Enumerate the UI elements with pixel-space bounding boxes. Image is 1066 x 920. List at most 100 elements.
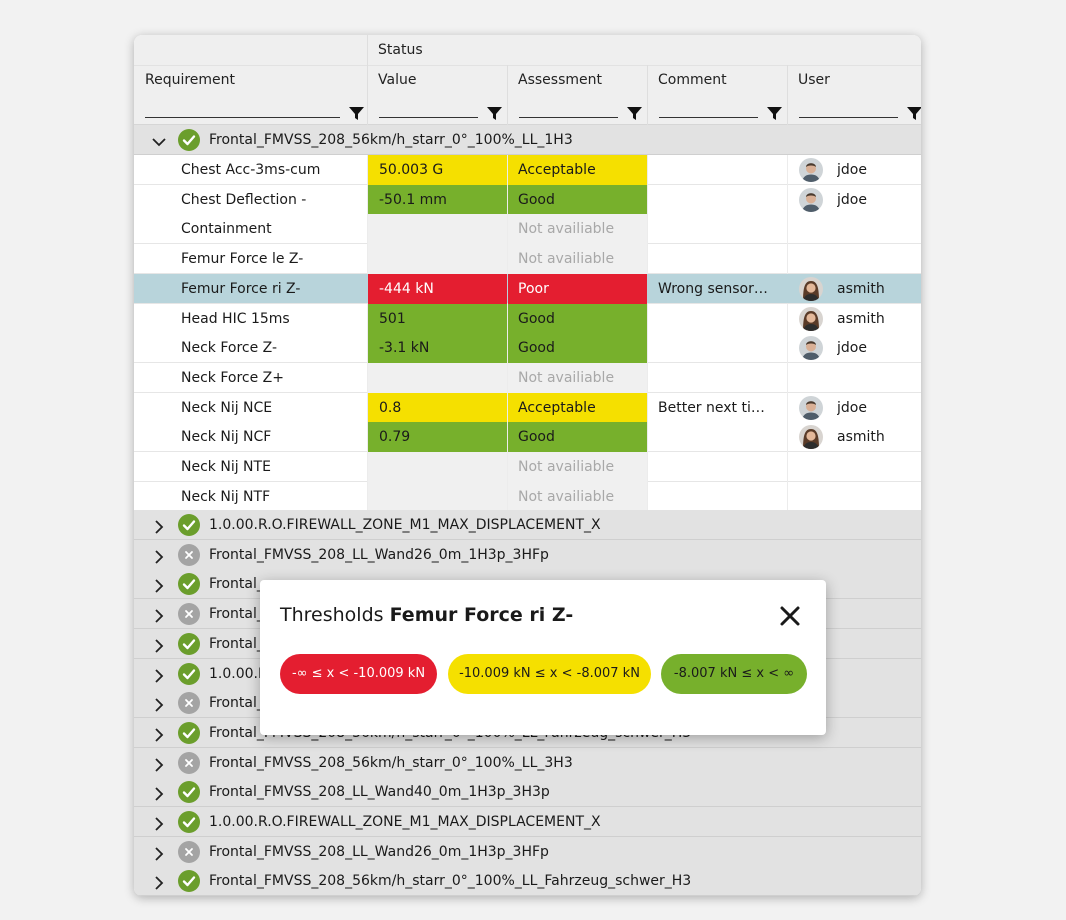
assessment-cell: Not availiable (508, 244, 647, 275)
dialog-title-subject: Femur Force ri Z- (389, 604, 574, 626)
chevron-right-icon[interactable] (152, 638, 166, 653)
dialog-title-prefix: Thresholds (280, 604, 384, 626)
group-row[interactable]: Frontal_FMVSS_208_56km/h_starr_0°_100%_L… (134, 125, 921, 155)
x-circle-icon (178, 751, 200, 774)
check-circle-icon (178, 870, 200, 893)
column-header-row: Requirement Value Assessment Comment Use… (134, 65, 921, 95)
filter-funnel-icon[interactable] (487, 105, 502, 120)
requirement-row[interactable]: Neck Nij NCF 0.79 Good asmith (134, 422, 921, 453)
group-name: Frontal_FMVSS_208_LL_Wand40_0m_1H3p_3H3p (209, 784, 550, 801)
chevron-right-icon[interactable] (152, 608, 166, 623)
requirement-name: Containment (181, 221, 272, 238)
check-circle-icon (178, 721, 200, 744)
value-cell (368, 214, 507, 245)
chevron-right-icon[interactable] (152, 816, 166, 831)
comment-cell (648, 422, 787, 452)
requirement-name: Chest Acc-3ms-cum (181, 162, 321, 178)
comment-cell (648, 363, 787, 393)
requirement-column-header[interactable]: Requirement (145, 72, 236, 88)
chevron-right-icon[interactable] (152, 519, 166, 534)
assessment-cell: Not availiable (508, 214, 647, 245)
chevron-right-icon[interactable] (152, 668, 166, 683)
requirement-name: Neck Nij NCF (181, 429, 272, 446)
chevron-right-icon[interactable] (152, 846, 166, 861)
user-name: asmith (837, 429, 885, 446)
requirement-name: Neck Nij NCE (181, 399, 273, 416)
chevron-right-icon[interactable] (152, 549, 166, 564)
requirement-row[interactable]: Neck Nij NTF Not availiable (134, 481, 921, 512)
group-row[interactable]: 1.0.00.R.O.FIREWALL_ZONE_M1_MAX_DISPLACE… (134, 510, 921, 540)
requirement-name: Femur Force ri Z- (181, 280, 301, 297)
requirement-row[interactable]: Femur Force ri Z- -444 kN Poor Wrong sensor… (134, 273, 921, 304)
assessment-cell: Acceptable (508, 155, 647, 185)
user-avatar (799, 158, 823, 182)
user-name: asmith (837, 310, 885, 327)
filter-funnel-icon[interactable] (767, 105, 782, 120)
chevron-right-icon[interactable] (152, 757, 166, 772)
x-circle-icon (178, 692, 200, 715)
filter-row (134, 95, 921, 125)
group-row[interactable]: 1.0.00.R.O.FIREWALL_ZONE_M1_MAX_DISPLACE… (134, 807, 921, 837)
filter-funnel-icon[interactable] (627, 105, 642, 120)
group-row[interactable]: Frontal_FMVSS_208_56km/h_starr_0°_100%_L… (134, 866, 921, 896)
threshold-chip-poor: -∞ ≤ x < -10.009 kN (280, 654, 437, 694)
user-filter-input[interactable] (799, 117, 898, 118)
group-name: 1.0.00.R.O.FIREWALL_ZONE_M1_MAX_DISPLACE… (209, 814, 601, 830)
chevron-right-icon[interactable] (152, 697, 166, 712)
requirement-row[interactable]: Head HIC 15ms 501 Good asmith (134, 303, 921, 334)
requirement-row[interactable]: Neck Force Z- -3.1 kN Good jdoe (134, 333, 921, 364)
value-cell (368, 481, 507, 512)
group-row[interactable]: Frontal_FMVSS_208_LL_Wand40_0m_1H3p_3H3p (134, 777, 921, 808)
value-cell (368, 362, 507, 393)
filter-funnel-icon[interactable] (349, 105, 364, 120)
chevron-right-icon[interactable] (152, 578, 166, 594)
user-column-header[interactable]: User (798, 72, 830, 88)
assessment-cell: Poor (508, 273, 647, 304)
requirement-row[interactable]: Chest Acc-3ms-cum 50.003 G Acceptable jdoe (134, 155, 921, 185)
comment-filter-input[interactable] (659, 117, 758, 118)
thresholds-dialog: Thresholds Femur Force ri Z- -∞ ≤ x < -1… (260, 580, 826, 735)
chevron-right-icon[interactable] (152, 786, 166, 801)
check-circle-icon (178, 514, 200, 536)
close-icon[interactable] (778, 604, 802, 628)
requirement-filter-input[interactable] (145, 117, 340, 118)
chevron-right-icon[interactable] (152, 727, 166, 742)
group-name: 1.0.00.R (209, 665, 268, 682)
assessment-cell: Not availiable (508, 362, 647, 393)
chevron-right-icon[interactable] (152, 875, 166, 891)
threshold-chip-good: -8.007 kN ≤ x < ∞ (661, 654, 807, 694)
requirement-row[interactable]: Chest Deflection - -50.1 mm Good jdoe (134, 184, 921, 215)
assessment-column-header[interactable]: Assessment (518, 72, 602, 88)
user-avatar (799, 276, 823, 301)
assessment-filter-input[interactable] (519, 117, 618, 118)
user-avatar (799, 425, 823, 450)
value-cell: 0.8 (368, 392, 507, 423)
x-circle-icon (178, 840, 200, 863)
group-row[interactable]: Frontal_FMVSS_208_56km/h_starr_0°_100%_L… (134, 747, 921, 778)
requirement-row[interactable]: Neck Force Z+ Not availiable (134, 362, 921, 393)
group-name: Frontal_ (209, 576, 264, 593)
group-name: Frontal_ (209, 606, 264, 623)
group-row[interactable]: Frontal_FMVSS_208_LL_Wand26_0m_1H3p_3HFp (134, 539, 921, 570)
comment-cell: Better next ti… (658, 399, 765, 416)
chevron-down-icon[interactable] (152, 134, 166, 148)
requirement-name: Neck Nij NTE (181, 459, 271, 475)
comment-column-header[interactable]: Comment (658, 72, 727, 88)
requirement-name: Femur Force le Z- (181, 251, 304, 268)
requirement-row[interactable]: Femur Force le Z- Not availiable (134, 244, 921, 275)
value-filter-input[interactable] (379, 117, 478, 118)
group-row[interactable]: Frontal_FMVSS_208_LL_Wand26_0m_1H3p_3HFp (134, 836, 921, 867)
group-name: Frontal_FMVSS_208_LL_Wand26_0m_1H3p_3HFp (209, 546, 549, 563)
value-cell (368, 244, 507, 275)
comment-cell (648, 304, 787, 334)
requirement-row[interactable]: Neck Nij NTE Not availiable (134, 452, 921, 482)
requirement-row[interactable]: Neck Nij NCE 0.8 Acceptable Better next ti…… (134, 392, 921, 423)
filter-funnel-icon[interactable] (907, 105, 921, 120)
requirement-row[interactable]: Containment Not availiable (134, 214, 921, 245)
comment-cell (648, 333, 787, 363)
requirement-name: Neck Force Z+ (181, 369, 284, 386)
group-name: Frontal_FMVSS_208_LL_Wand26_0m_1H3p_3HFp (209, 843, 549, 860)
group-name: Frontal_ (209, 695, 264, 712)
value-column-header[interactable]: Value (378, 72, 417, 88)
check-circle-icon (178, 781, 200, 804)
